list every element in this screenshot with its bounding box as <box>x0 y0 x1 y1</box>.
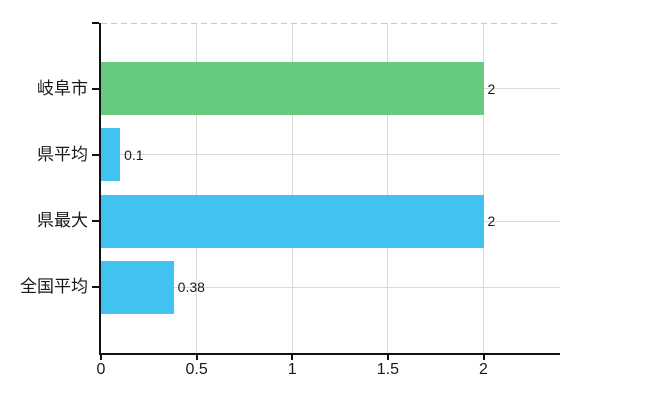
x-tick-label: 0.5 <box>185 361 208 378</box>
x-tick-label: 1 <box>287 361 297 378</box>
y-axis-line <box>99 23 101 354</box>
x-axis-tick <box>195 355 198 360</box>
x-gridline <box>196 23 198 353</box>
y-axis-tick <box>92 87 99 90</box>
category-label: 全国平均 <box>20 277 88 297</box>
x-axis-tick <box>100 355 102 360</box>
y-axis-tick <box>92 286 99 289</box>
bar-value-label: 0.38 <box>177 279 205 296</box>
bar-value-label: 2 <box>487 213 496 230</box>
x-axis-line <box>99 353 560 355</box>
x-axis-tick <box>482 355 485 360</box>
x-gridline <box>387 23 389 353</box>
plot-area: 2 0.1 2 0.38 <box>101 23 560 353</box>
y-axis-tick <box>92 220 99 223</box>
bars-layer <box>101 23 560 353</box>
x-tick-label: 0 <box>96 361 106 378</box>
bar <box>101 62 484 115</box>
y-axis-tick <box>92 153 99 156</box>
x-axis-tick <box>291 355 294 360</box>
bar-value-label: 2 <box>487 80 496 97</box>
plot-top-border <box>101 23 560 24</box>
bar <box>101 260 174 314</box>
bar <box>101 128 121 182</box>
category-label: 岐阜市 <box>37 78 88 98</box>
x-tick-label: 1.5 <box>376 361 399 378</box>
bar <box>101 194 484 248</box>
value-labels-layer: 2 0.1 2 0.38 <box>101 23 560 353</box>
category-gridline <box>101 154 560 156</box>
category-gridline <box>101 286 560 288</box>
category-label: 県平均 <box>37 144 88 164</box>
x-tick-label: 2 <box>479 361 488 378</box>
x-gridline <box>483 23 484 353</box>
y-axis-top-tick <box>92 22 99 24</box>
x-gridline <box>291 23 293 353</box>
x-axis-tick <box>386 355 389 360</box>
category-label: 県最大 <box>37 211 88 231</box>
vertical-gridlines <box>101 23 560 353</box>
bar-value-label: 0.1 <box>124 146 144 163</box>
